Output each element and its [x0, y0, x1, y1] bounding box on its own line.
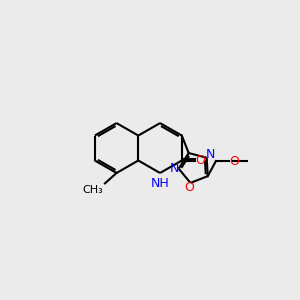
Text: N: N	[169, 162, 179, 176]
Text: O: O	[196, 154, 206, 167]
Text: N: N	[206, 148, 215, 161]
Text: NH: NH	[151, 177, 169, 190]
Text: CH₃: CH₃	[82, 185, 103, 195]
Text: O: O	[184, 181, 194, 194]
Text: O: O	[230, 154, 239, 168]
